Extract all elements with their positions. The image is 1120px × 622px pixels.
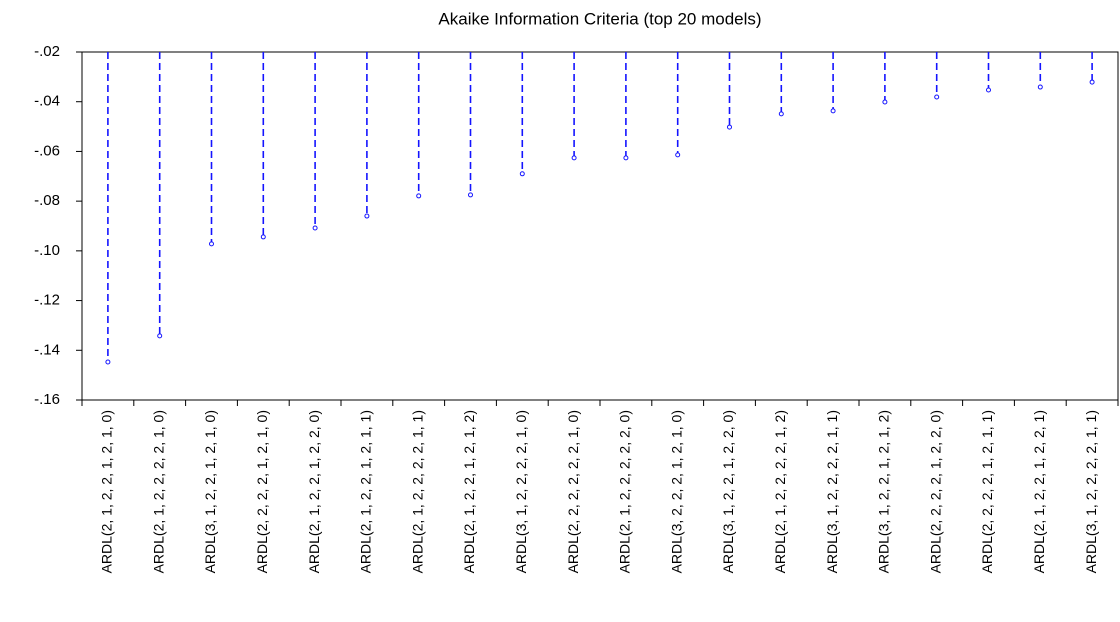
stem-point: [312, 225, 318, 231]
x-tick-label: ARDL(3, 1, 2, 2, 2, 2, 1, 0): [513, 410, 529, 573]
x-tick-label: ARDL(2, 1, 2, 2, 1, 2, 2, 0): [306, 410, 322, 573]
stem: [571, 52, 577, 161]
stem-point: [727, 124, 732, 130]
x-tick-label: ARDL(2, 2, 2, 2, 2, 2, 1, 0): [565, 410, 581, 573]
stem: [1037, 52, 1043, 90]
stem: [882, 52, 888, 105]
stem: [675, 52, 681, 158]
stem-point: [623, 155, 629, 161]
y-tick-label: -.10: [34, 242, 60, 259]
y-tick-label: -.16: [34, 391, 60, 408]
x-tick-label: ARDL(2, 1, 2, 2, 1, 2, 2, 1): [1031, 410, 1047, 573]
x-tick-label: ARDL(2, 2, 2, 2, 1, 2, 2, 0): [927, 410, 943, 573]
stem-point: [934, 94, 940, 100]
stem-point: [260, 234, 266, 240]
stem-point: [364, 213, 370, 219]
stem-point: [830, 108, 836, 114]
x-tick-label: ARDL(2, 1, 2, 2, 2, 2, 1, 0): [150, 410, 166, 573]
x-tick-label: ARDL(2, 1, 2, 2, 2, 2, 1, 2): [772, 410, 788, 573]
stem: [468, 52, 473, 198]
x-tick-label: ARDL(3, 1, 2, 2, 1, 2, 2, 0): [720, 410, 736, 573]
stem: [364, 52, 370, 219]
stem-point: [519, 171, 525, 177]
stem: [105, 52, 111, 365]
stem: [778, 52, 784, 117]
stem-point: [571, 155, 577, 161]
x-tick-label: ARDL(3, 1, 2, 2, 1, 2, 1, 2): [876, 410, 892, 573]
x-tick-label: ARDL(3, 1, 2, 2, 1, 2, 1, 0): [202, 410, 218, 573]
stem-point: [882, 99, 888, 105]
stem-point: [416, 193, 422, 199]
stem-point: [468, 192, 473, 198]
stem-point: [1089, 79, 1095, 85]
stem-point: [778, 111, 784, 117]
x-tick-label: ARDL(3, 2, 2, 2, 1, 2, 1, 0): [668, 410, 684, 573]
y-tick-label: -.04: [34, 93, 60, 110]
stem: [157, 52, 163, 339]
stem-point: [1037, 84, 1043, 90]
stem: [312, 52, 318, 231]
stem: [260, 52, 266, 240]
stem: [1089, 52, 1095, 85]
y-tick-label: -.12: [34, 292, 60, 309]
x-tick-label: ARDL(2, 1, 2, 2, 1, 2, 1, 1): [358, 410, 374, 573]
x-tick-label: ARDL(3, 1, 2, 2, 2, 2, 1, 1): [824, 410, 840, 573]
x-tick-label: ARDL(2, 1, 2, 2, 1, 2, 1, 0): [99, 410, 115, 573]
stem: [934, 52, 940, 100]
y-tick-label: -.14: [34, 341, 60, 358]
stem-point: [209, 241, 214, 247]
stem-point: [105, 359, 111, 365]
stem: [727, 52, 732, 130]
x-tick-label: ARDL(3, 1, 2, 2, 2, 2, 1, 1): [1083, 410, 1099, 573]
y-tick-label: -.08: [34, 192, 60, 209]
stem: [830, 52, 836, 114]
stem: [416, 52, 422, 199]
stem-point: [675, 152, 681, 158]
chart-title: Akaike Information Criteria (top 20 mode…: [438, 9, 761, 28]
y-tick-label: -.02: [34, 43, 60, 60]
x-tick-label: ARDL(2, 1, 2, 2, 1, 2, 1, 2): [461, 410, 477, 573]
stem-point: [986, 87, 991, 93]
stem: [623, 52, 629, 161]
plot-frame: [81, 51, 1119, 401]
x-tick-label: ARDL(2, 1, 2, 2, 2, 2, 1, 1): [409, 410, 425, 573]
stem-point: [157, 333, 163, 339]
x-tick-label: ARDL(2, 1, 2, 2, 2, 2, 2, 0): [617, 410, 633, 573]
x-tick-label: ARDL(2, 2, 2, 2, 1, 2, 1, 0): [254, 410, 270, 573]
stem: [209, 52, 214, 247]
x-tick-label: ARDL(2, 2, 2, 2, 1, 2, 1, 1): [979, 410, 995, 573]
stem: [986, 52, 991, 93]
y-tick-label: -.06: [34, 142, 60, 159]
stem: [519, 52, 525, 177]
